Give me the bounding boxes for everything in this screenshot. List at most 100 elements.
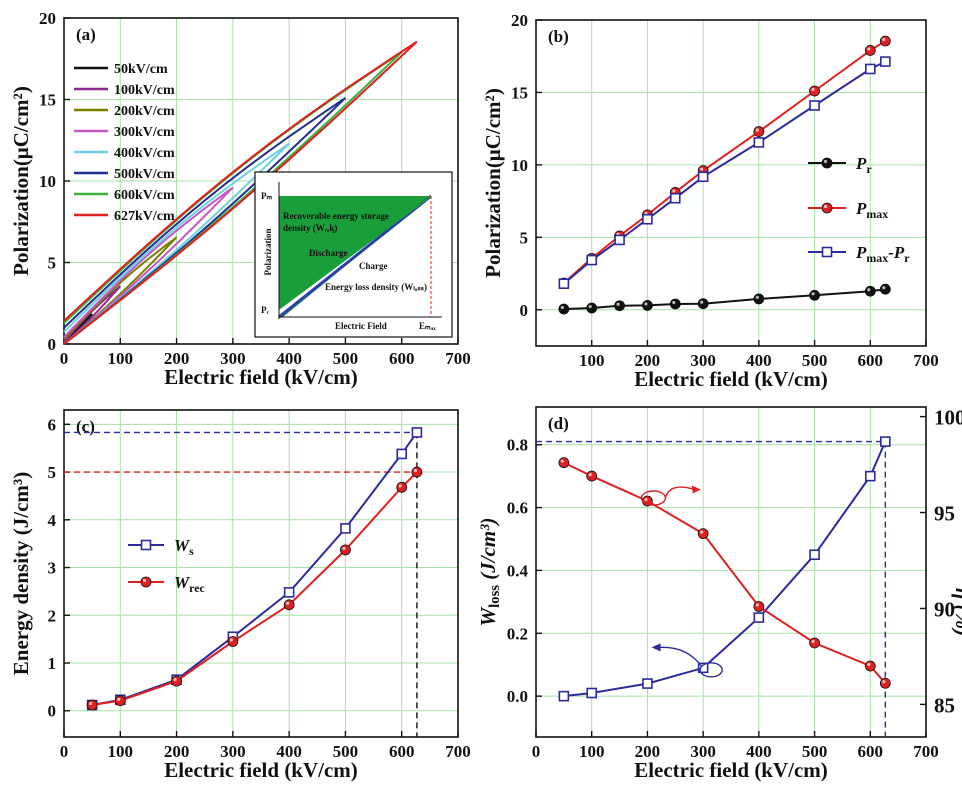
data-point xyxy=(697,298,709,310)
x-tick-label: 300 xyxy=(690,742,716,761)
legend-label: 200kV/cm xyxy=(114,104,175,119)
x-tick-label: 200 xyxy=(164,349,190,368)
data-point xyxy=(642,678,653,689)
plot-frame xyxy=(63,409,459,738)
x-tick-label: 400 xyxy=(746,351,772,370)
data-point-highlight xyxy=(142,578,147,583)
panel-d: 0 100 200 300 400 500 600 700 0.0 0.2 0.4 0.6 0.8 (d)… xyxy=(476,406,962,782)
data-point xyxy=(879,35,891,47)
y-tick-label: 0 xyxy=(520,301,529,320)
data-point xyxy=(864,63,876,75)
inset-text-density: density (Wᵣₑᶄ) xyxy=(283,223,337,233)
data-point xyxy=(697,662,709,674)
legend-label: 400kV/cm xyxy=(114,146,175,161)
x-tick-label: 700 xyxy=(445,742,471,761)
x-tick-label: 100 xyxy=(579,742,605,761)
y-tick-label: 15 xyxy=(39,91,56,110)
x-tick-label: 600 xyxy=(858,742,884,761)
data-point xyxy=(411,466,423,478)
legend-label-part: max xyxy=(866,251,888,265)
inset-text-loss: Energy loss density (Wₗₒₛₛ) xyxy=(325,282,427,292)
x-tick-label: 300 xyxy=(690,351,716,370)
data-point-highlight xyxy=(644,497,648,502)
inset-text-discharge: Discharge xyxy=(309,248,348,258)
data-point xyxy=(864,285,876,297)
panel-label: (a) xyxy=(76,25,96,44)
y-axis-label: Polarization(μC/cm²) xyxy=(9,86,33,276)
legend-label-part: r xyxy=(866,162,872,176)
y-tick-label: 0.4 xyxy=(507,561,529,580)
data-point-highlight xyxy=(117,697,121,701)
data-point xyxy=(697,528,709,540)
legend-label: Ws xyxy=(174,536,194,558)
y-tick-label: 4 xyxy=(48,511,57,530)
x-tick-label: 0 xyxy=(60,349,69,368)
data-point xyxy=(340,523,351,534)
data-point xyxy=(697,171,709,183)
panel-label: (b) xyxy=(548,27,569,46)
data-point xyxy=(864,45,876,56)
y-tick-label: 0.6 xyxy=(507,499,528,518)
data-point xyxy=(642,300,653,311)
y-tick-label: 0.2 xyxy=(507,624,528,643)
wloss-arrowhead xyxy=(651,643,661,652)
panel-label: (c) xyxy=(76,417,95,436)
data-point xyxy=(753,126,765,137)
data-point-highlight xyxy=(811,292,815,296)
data-point xyxy=(879,677,891,689)
x-tick-label: 700 xyxy=(445,349,471,368)
y-tick-label: 6 xyxy=(48,415,57,434)
data-point xyxy=(821,246,833,258)
series-line xyxy=(91,431,418,706)
x-tick-label: 0 xyxy=(60,742,69,761)
data-point xyxy=(140,539,152,551)
data-point xyxy=(140,576,152,588)
y-tick-label: 3 xyxy=(48,559,57,578)
y-right-tick-label: 100 xyxy=(934,406,962,430)
legend-label: 500kV/cm xyxy=(114,167,175,182)
data-point xyxy=(642,213,653,225)
legend-label: 627kV/cm xyxy=(114,209,175,224)
data-point xyxy=(227,636,239,647)
x-tick-label: 500 xyxy=(802,351,828,370)
data-point xyxy=(669,192,681,204)
data-point xyxy=(558,278,570,289)
x-tick-label: 200 xyxy=(164,742,190,761)
data-point xyxy=(86,699,98,711)
data-point-highlight xyxy=(342,546,346,550)
loop-400kV/cm xyxy=(63,142,290,345)
y-tick-label: 5 xyxy=(48,254,57,273)
panel-label: (d) xyxy=(548,414,569,433)
series-line xyxy=(91,471,418,706)
legend-label: Pmax xyxy=(855,199,888,221)
x-tick-label: 100 xyxy=(579,351,605,370)
data-point xyxy=(558,457,570,469)
legend-label: 50kV/cm xyxy=(114,62,168,77)
legend-label-part: W xyxy=(174,536,191,555)
loop-627kV/cm xyxy=(63,40,418,345)
x-tick-label: 0 xyxy=(532,742,541,761)
x-tick-label: 500 xyxy=(333,349,359,368)
data-point xyxy=(283,587,295,598)
x-tick-label: 600 xyxy=(858,351,884,370)
legend-label: 100kV/cm xyxy=(114,83,175,98)
data-point xyxy=(753,293,765,305)
x-tick-label: 700 xyxy=(913,742,939,761)
x-axis-label: Electric field (kV/cm) xyxy=(634,758,828,782)
y-axis-label-left: Wloss (J/cm³) xyxy=(476,517,503,626)
legend-label-part: P xyxy=(855,154,867,173)
data-point xyxy=(340,544,351,556)
inset-text-charge: Charge xyxy=(359,261,388,271)
x-tick-label: 500 xyxy=(333,742,359,761)
data-point xyxy=(809,85,820,97)
data-point-highlight xyxy=(755,128,759,132)
legend-label-part: W xyxy=(174,573,191,592)
loop-300kV/cm xyxy=(63,186,234,345)
data-point-highlight xyxy=(644,302,648,306)
data-point-highlight xyxy=(823,204,828,209)
inset-x-label: Electric Field xyxy=(335,321,387,331)
legend-label-part: rec xyxy=(189,581,205,595)
data-point-highlight xyxy=(560,459,564,463)
data-point-highlight xyxy=(882,37,886,42)
data-point-highlight xyxy=(823,159,828,164)
